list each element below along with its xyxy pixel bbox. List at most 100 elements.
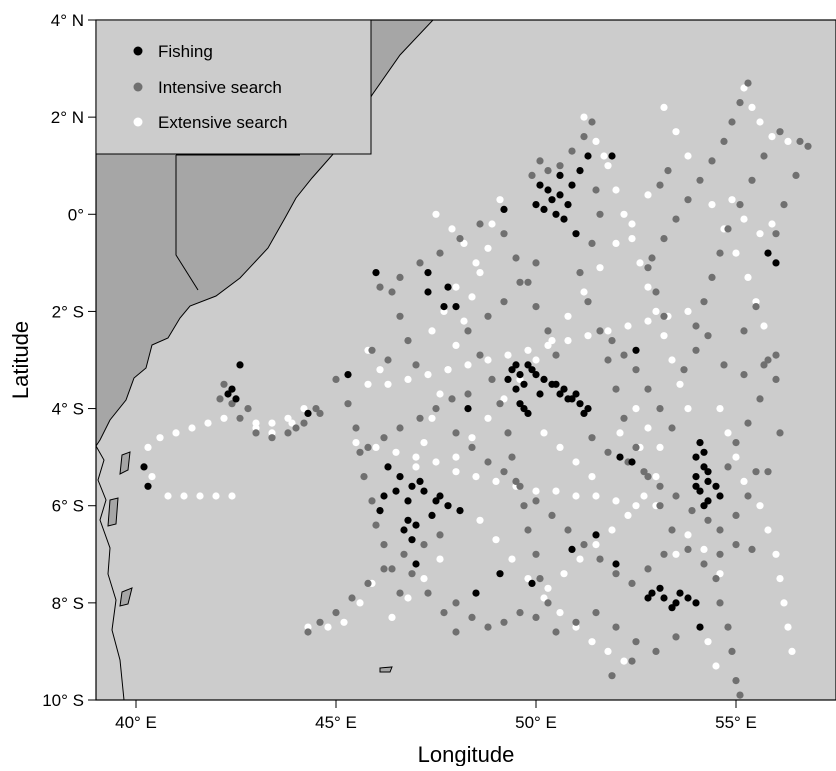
point-intensive-search <box>356 448 364 456</box>
point-fishing <box>504 375 512 383</box>
point-intensive-search <box>764 356 772 364</box>
point-extensive-search <box>424 371 432 379</box>
point-intensive-search <box>632 638 640 646</box>
point-extensive-search <box>460 317 468 325</box>
point-fishing <box>716 492 724 500</box>
point-fishing <box>712 482 720 490</box>
point-intensive-search <box>576 269 584 277</box>
point-fishing <box>672 599 680 607</box>
point-fishing <box>516 371 524 379</box>
plot-frame <box>95 19 836 701</box>
point-fishing <box>404 516 412 524</box>
point-fishing <box>568 181 576 189</box>
point-fishing <box>692 599 700 607</box>
point-extensive-search <box>656 443 664 451</box>
point-extensive-search <box>508 555 516 563</box>
point-intensive-search <box>408 570 416 578</box>
legend-label-extensive-search: Extensive search <box>158 113 287 132</box>
point-fishing <box>544 186 552 194</box>
point-intensive-search <box>556 162 564 170</box>
point-extensive-search <box>388 613 396 622</box>
point-extensive-search <box>580 113 588 121</box>
point-intensive-search <box>628 657 636 665</box>
point-intensive-search <box>756 395 764 403</box>
point-intensive-search <box>752 303 760 311</box>
point-intensive-search <box>596 327 604 335</box>
point-extensive-search <box>620 210 628 218</box>
point-intensive-search <box>300 419 308 427</box>
point-intensive-search <box>440 609 448 617</box>
point-intensive-search <box>228 400 236 408</box>
point-fishing <box>444 502 452 510</box>
point-extensive-search <box>452 453 460 461</box>
point-intensive-search <box>532 550 540 558</box>
point-fishing <box>704 477 712 485</box>
point-intensive-search <box>452 429 460 437</box>
point-fishing <box>384 463 392 471</box>
point-extensive-search <box>764 526 772 534</box>
point-extensive-search <box>532 356 540 364</box>
point-fishing <box>420 487 428 495</box>
y-axis-title: Latitude <box>8 321 33 399</box>
point-extensive-search <box>660 103 668 111</box>
point-fishing <box>632 346 640 354</box>
point-fishing <box>700 502 708 510</box>
point-intensive-search <box>464 327 472 335</box>
point-intensive-search <box>536 157 544 165</box>
point-intensive-search <box>656 502 664 510</box>
point-extensive-search <box>220 414 228 422</box>
legend-marker-intensive-search <box>133 82 143 92</box>
point-extensive-search <box>700 545 708 554</box>
y-tick-label: 10° S <box>42 691 84 710</box>
point-fishing <box>584 405 592 413</box>
point-fishing <box>536 181 544 189</box>
point-extensive-search <box>436 390 444 398</box>
point-extensive-search <box>640 492 648 500</box>
point-intensive-search <box>584 298 592 306</box>
point-intensive-search <box>236 414 244 422</box>
point-intensive-search <box>424 589 432 597</box>
point-extensive-search <box>584 332 592 340</box>
point-extensive-search <box>432 458 440 466</box>
point-fishing <box>704 468 712 476</box>
island-2 <box>107 497 119 527</box>
point-intensive-search <box>552 351 560 359</box>
point-fishing <box>668 604 676 612</box>
point-extensive-search <box>556 609 564 617</box>
point-intensive-search <box>396 424 404 432</box>
point-fishing <box>540 375 548 383</box>
point-fishing <box>140 463 148 471</box>
point-fishing <box>572 390 580 398</box>
point-intensive-search <box>588 434 596 442</box>
point-extensive-search <box>612 239 620 247</box>
point-extensive-search <box>428 414 436 422</box>
point-intensive-search <box>596 210 604 218</box>
point-intensive-search <box>508 453 516 461</box>
y-axis-ticks: 4° N 2° N 0° 2° S 4° S 6° S 8° S 10° S <box>42 11 96 710</box>
point-intensive-search <box>660 235 668 243</box>
point-fishing <box>536 390 544 398</box>
point-extensive-search <box>412 453 420 461</box>
point-extensive-search <box>644 283 652 291</box>
point-intensive-search <box>476 220 484 228</box>
point-intensive-search <box>500 618 508 626</box>
point-fishing <box>424 269 432 277</box>
point-fishing <box>528 579 536 588</box>
point-intensive-search <box>732 439 740 447</box>
point-fishing <box>772 259 780 267</box>
point-intensive-search <box>516 278 524 286</box>
point-extensive-search <box>472 259 480 267</box>
point-intensive-search <box>448 395 456 403</box>
point-intensive-search <box>796 137 804 145</box>
point-fishing <box>592 531 600 539</box>
point-extensive-search <box>164 492 172 500</box>
point-extensive-search <box>628 220 636 228</box>
point-intensive-search <box>700 298 708 306</box>
point-extensive-search <box>616 429 624 437</box>
point-extensive-search <box>756 502 764 510</box>
point-intensive-search <box>772 230 780 238</box>
point-extensive-search <box>588 473 596 481</box>
point-intensive-search <box>536 575 544 583</box>
legend-marker-extensive-search <box>133 117 143 127</box>
point-intensive-search <box>716 550 724 558</box>
